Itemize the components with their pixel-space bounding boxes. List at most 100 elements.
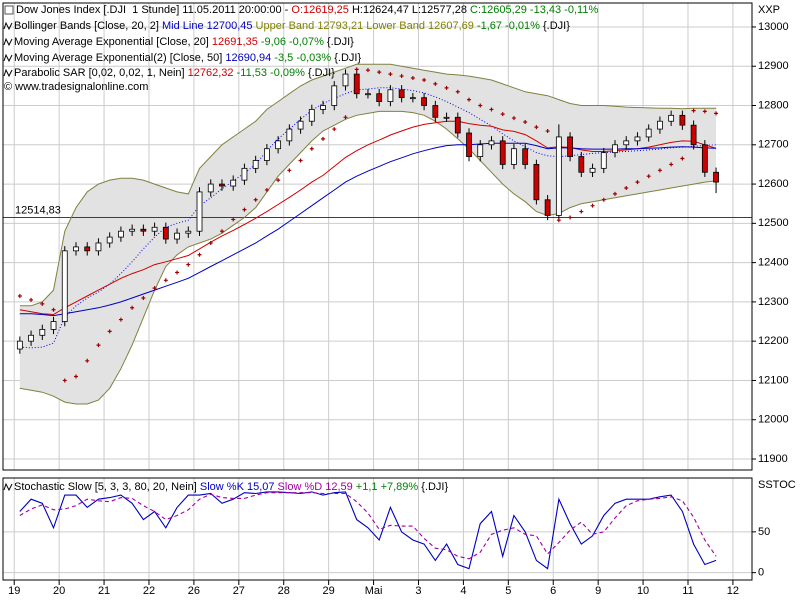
candle-body — [544, 199, 551, 216]
candle-body — [387, 89, 394, 102]
sar-point — [646, 174, 651, 179]
candle-body — [185, 230, 192, 234]
x-tick-label: 22 — [143, 585, 155, 597]
candle-body — [39, 328, 46, 336]
stochastic-line — [19, 492, 717, 560]
sar-point — [377, 70, 382, 75]
header-part: Moving Average Exponential(2) [Close, 50… — [14, 52, 222, 64]
sar-point — [321, 136, 326, 141]
sar-point — [478, 103, 483, 108]
indicator-icon — [3, 53, 13, 63]
header-part: {.DJI} — [418, 481, 448, 493]
candle-body — [488, 140, 495, 146]
candle-body — [432, 105, 439, 118]
header-part: Parabolic SAR [0,02, 0,02, 1, Nein] — [14, 67, 185, 79]
candle-body — [578, 156, 585, 173]
header-part: Moving Average Exponential [Close, 20] — [14, 36, 209, 48]
indicator-line — [19, 110, 717, 405]
x-tick-label: Mai — [365, 585, 383, 597]
header-line: Dow Jones Index [.DJI 1 Stunde] 11.05.20… — [16, 4, 598, 16]
candle-body — [84, 246, 91, 252]
y-tick-label: 12400 — [758, 257, 789, 269]
sar-point — [422, 77, 427, 82]
header-line: Moving Average Exponential [Close, 20] 1… — [14, 36, 354, 48]
candle-body — [668, 114, 675, 122]
candle-body — [320, 105, 326, 110]
sar-point — [500, 112, 505, 117]
candle-body — [466, 132, 472, 157]
candle-body — [207, 183, 214, 193]
x-tick-label: 4 — [460, 585, 466, 597]
sar-point — [657, 168, 662, 173]
sar-point — [511, 116, 516, 121]
sar-point — [73, 374, 78, 379]
sar-point — [96, 343, 101, 348]
candle-body — [331, 85, 338, 106]
candle-body — [219, 183, 225, 187]
indicator-line — [19, 87, 717, 349]
indicator-line — [19, 142, 717, 317]
header-part: Bollinger Bands [Close, 20, 2] — [14, 20, 159, 32]
sar-point — [141, 295, 146, 300]
sar-point — [489, 107, 494, 112]
indicator-icon — [3, 482, 13, 492]
header-part: -11,53 -0,09% — [234, 67, 306, 79]
candle-body — [297, 120, 304, 130]
x-tick-label: 6 — [550, 585, 556, 597]
sar-point — [197, 252, 202, 257]
sar-point — [714, 111, 719, 116]
sar-point — [399, 74, 404, 79]
header-part: 12762,32 — [185, 67, 234, 79]
sar-point — [253, 197, 258, 202]
candle-body — [623, 140, 630, 146]
x-tick-label: 3 — [415, 585, 421, 597]
x-tick-label: 26 — [188, 585, 200, 597]
header-line: © www.tradesignalonline.com — [4, 81, 148, 93]
header-part: -1,67 -0,01% — [474, 20, 540, 32]
candle-body — [589, 167, 596, 173]
candle-body — [275, 140, 282, 150]
sar-point — [691, 108, 696, 113]
sar-point — [231, 217, 236, 222]
sar-point — [186, 262, 191, 267]
sar-point — [343, 115, 348, 120]
x-tick-label: 19 — [8, 585, 20, 597]
sar-point — [444, 85, 449, 90]
sar-point — [601, 197, 606, 202]
x-tick-label: 20 — [53, 585, 65, 597]
bollinger-band-fill — [19, 64, 717, 405]
y-tick-label: 0 — [758, 567, 764, 579]
sar-point — [264, 187, 269, 192]
sar-point — [40, 301, 45, 306]
y-tick-label: 12000 — [758, 414, 789, 426]
sar-point — [467, 97, 472, 102]
x-tick-label: 28 — [278, 585, 290, 597]
header-part: © www.tradesignalonline.com — [4, 81, 148, 93]
sar-point — [624, 185, 629, 190]
candle-body — [286, 128, 293, 142]
header-part: -9,06 -0,07% — [258, 36, 324, 48]
header-part: +1,1 +7,89% — [353, 481, 419, 493]
x-tick-label: 9 — [595, 585, 601, 597]
header-line: Bollinger Bands [Close, 20, 2] Mid Line … — [14, 20, 570, 32]
sar-point — [669, 162, 674, 167]
sar-point — [175, 270, 180, 275]
candle-body — [398, 89, 405, 99]
x-tick-label: 27 — [233, 585, 245, 597]
candle-body — [162, 226, 169, 240]
x-tick-label: 12 — [727, 585, 739, 597]
candle-body — [106, 236, 113, 244]
header-part: H:12624,47 L:12577,28 — [349, 4, 470, 16]
sar-point — [545, 129, 550, 134]
sar-point — [702, 109, 707, 114]
indicator-line — [19, 63, 717, 307]
x-tick-label: 11 — [682, 585, 693, 597]
sar-point — [29, 297, 34, 302]
candle-body — [376, 93, 383, 102]
header-part: C:12605,29 -13,43 -0,11% — [470, 4, 598, 16]
candle-body — [645, 128, 652, 138]
candle-body — [61, 250, 68, 322]
sar-point — [365, 68, 370, 73]
candle-body — [701, 144, 708, 173]
